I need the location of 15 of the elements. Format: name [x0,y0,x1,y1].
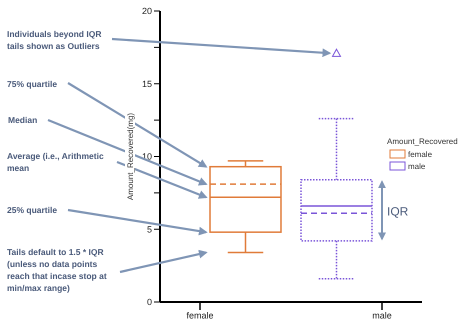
text: Average (i.e., Arithmetic mean [7,150,105,174]
y-tick-label: 20 [142,6,152,16]
y-axis-title: Amount_Recovered(mg) [126,112,135,200]
y-tick-label: 5 [146,224,152,234]
text: 75% quartile [7,78,58,90]
legend-label: female [408,150,433,159]
text: Tails default to 1.5 * IQR (unless no data points reach that incase stop at min/max range) [7,246,108,294]
legend-title: Amount_Recovered [387,137,458,146]
text: Individuals beyond IQR tails shown as Outliers [7,28,102,52]
text: Median [8,114,38,126]
annotation: IQR [387,204,409,218]
legend-label: male [408,162,426,171]
y-tick-label: 15 [142,78,152,89]
text: 25% quartile [7,204,58,216]
y-tick-label: 0 [146,297,152,308]
